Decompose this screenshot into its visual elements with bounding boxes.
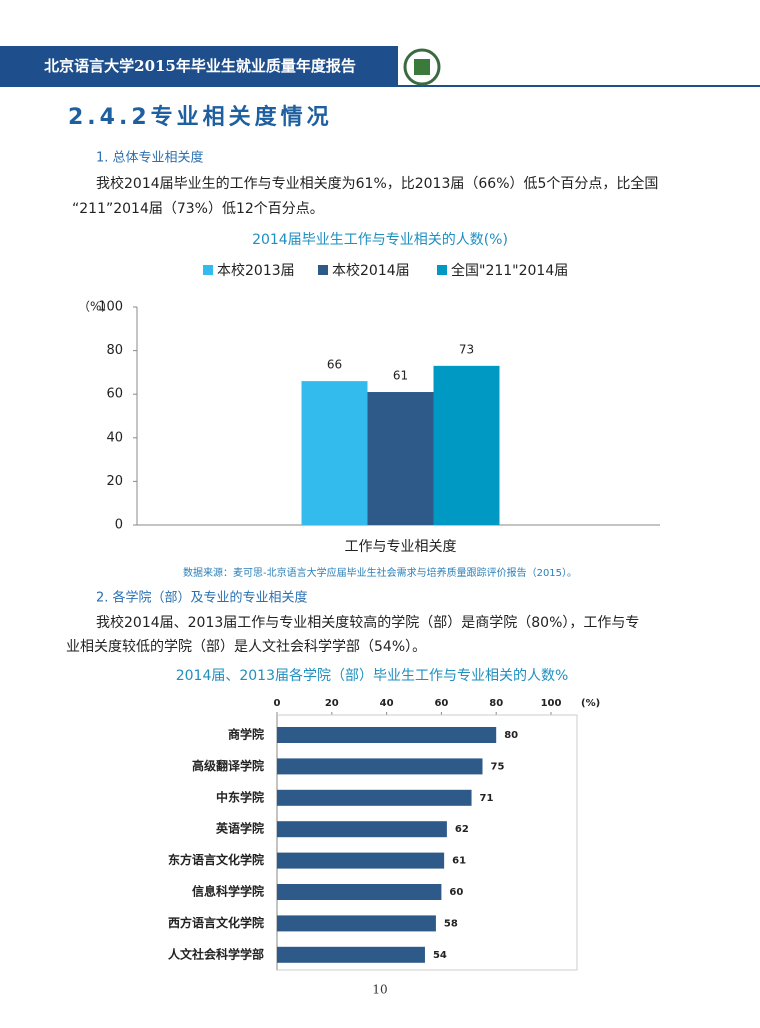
y-tick-label: 80 <box>106 343 123 358</box>
data-label: 61 <box>452 856 466 867</box>
legend-label: 本校2013届 <box>217 262 295 279</box>
x-tick-label: 60 <box>434 698 448 709</box>
legend-label: 本校2014届 <box>332 262 410 279</box>
legend-swatch <box>318 265 328 275</box>
bar <box>301 381 368 525</box>
bar <box>277 727 497 743</box>
paragraph-line: 我校2014届毕业生的工作与专业相关度为61%，比2013届（66%）低5个百分… <box>96 175 658 192</box>
x-tick-label: 0 <box>274 698 281 709</box>
paragraph-line: 业相关度较低的学院（部）是人文社会科学学部（54%）。 <box>66 639 426 655</box>
legend-swatch <box>203 265 213 275</box>
data-label: 66 <box>327 358 342 372</box>
x-tick-label: 工作与专业相关度 <box>345 539 457 555</box>
paragraph-line: 我校2014届、2013届工作与专业相关度较高的学院（部）是商学院（80%），工… <box>96 614 639 631</box>
page-number: 10 <box>372 983 387 997</box>
header-bar <box>0 46 398 86</box>
y-tick-label: 英语学院 <box>216 821 264 836</box>
y-tick-label: 高级翻译学院 <box>192 758 264 773</box>
y-tick-label: 西方语言文化学院 <box>168 915 264 930</box>
x-axis-label: (%) <box>581 698 600 709</box>
data-label: 80 <box>504 730 518 741</box>
y-tick-label: 60 <box>106 387 123 402</box>
bar <box>277 758 483 775</box>
x-tick-label: 20 <box>325 698 339 709</box>
legend-label: 全国"211"2014届 <box>451 262 568 279</box>
bar <box>277 946 425 963</box>
y-tick-label: 商学院 <box>228 727 264 742</box>
data-label: 75 <box>491 761 505 772</box>
section-title: 2.4.2专业相关度情况 <box>68 104 333 130</box>
subheading: 2. 各学院（部）及专业的专业相关度 <box>96 590 308 606</box>
y-axis-label: （%） <box>78 300 113 314</box>
data-label: 61 <box>393 369 408 383</box>
legend-swatch <box>437 265 447 275</box>
y-tick-label: 0 <box>115 518 123 533</box>
data-label: 58 <box>444 918 458 929</box>
chart-title: 2014届、2013届各学院（部）毕业生工作与专业相关的人数% <box>176 668 569 684</box>
y-tick-label: 20 <box>106 474 123 489</box>
x-tick-label: 100 <box>541 698 562 709</box>
bar <box>277 884 442 900</box>
logo-inner <box>414 59 430 75</box>
y-tick-label: 东方语言文化学院 <box>168 852 264 867</box>
x-tick-label: 40 <box>380 698 394 709</box>
bar <box>277 915 436 932</box>
y-tick-label: 信息科学学院 <box>192 884 264 899</box>
bar <box>367 392 434 525</box>
data-label: 54 <box>433 950 447 961</box>
y-tick-label: 100 <box>98 300 123 315</box>
data-label: 73 <box>459 342 474 356</box>
data-label: 60 <box>449 887 463 898</box>
bar <box>277 789 472 806</box>
bar <box>433 365 500 525</box>
y-tick-label: 40 <box>106 430 123 445</box>
subheading: 1. 总体专业相关度 <box>96 150 204 166</box>
data-label: 71 <box>480 793 494 804</box>
chart-title: 2014届毕业生工作与专业相关的人数(%) <box>252 232 508 248</box>
source-note: 数据来源：麦可思-北京语言大学应届毕业生社会需求与培养质量跟踪评价报告（2015… <box>183 566 577 579</box>
bar <box>277 852 445 869</box>
x-tick-label: 80 <box>489 698 503 709</box>
y-tick-label: 中东学院 <box>216 789 264 804</box>
y-tick-label: 人文社会科学学部 <box>168 946 264 961</box>
header-title: 北京语言大学2015年毕业生就业质量年度报告 <box>44 57 356 75</box>
data-label: 62 <box>455 824 469 835</box>
bar <box>277 821 447 838</box>
paragraph-line: “211”2014届（73%）低12个百分点。 <box>72 201 324 217</box>
